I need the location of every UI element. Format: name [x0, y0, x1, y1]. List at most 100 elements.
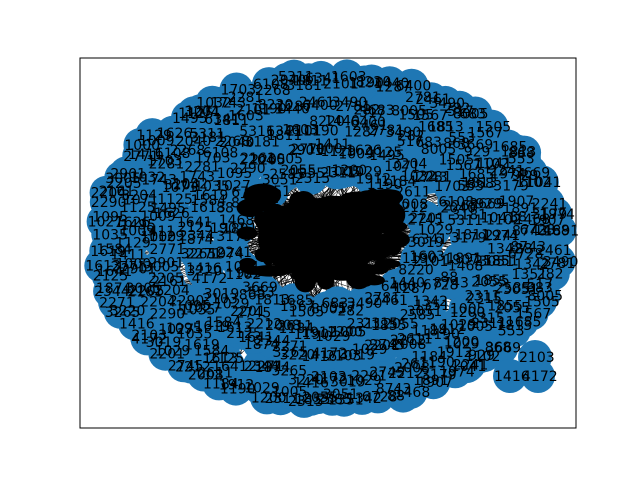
node-label: 2311 [471, 316, 507, 332]
node-label: 1351 [255, 184, 291, 200]
node-label: 1505 [476, 120, 512, 136]
node-label: 2290 [150, 306, 186, 322]
node-label: 4172 [522, 369, 558, 385]
node-label: 3051 [323, 387, 359, 403]
core-mark [291, 267, 317, 282]
node-label: 2281 [149, 156, 185, 172]
node-label: 2161 [127, 284, 163, 300]
node-label: 1005 [272, 384, 308, 400]
node-label: 1029 [441, 318, 477, 334]
node-label: 2585 [269, 167, 305, 183]
node-label: 1505 [289, 305, 325, 321]
node-label: 1912 [219, 378, 255, 394]
node-label: 1813 [501, 144, 537, 160]
node-label: 1495 [369, 148, 405, 164]
node-label: 1000 [307, 142, 343, 158]
node-label: 2771 [291, 142, 327, 158]
node-label: 1200 [251, 390, 287, 406]
node-label: 3005 [105, 171, 141, 187]
node-label: 1703 [195, 150, 231, 166]
node-label: 1190 [294, 327, 330, 343]
node-label: 8743 [376, 382, 412, 398]
node-label: 2101 [286, 123, 322, 139]
node-label: 1129 [115, 236, 151, 252]
node-label: 2101 [235, 102, 271, 118]
node-label: 1029 [346, 373, 382, 389]
node-label: 1342 [412, 294, 448, 310]
node-label: 2008 [265, 318, 301, 334]
node-label: 2344 [94, 284, 130, 300]
node-label: 1029 [346, 165, 382, 181]
node-label: 2204 [140, 294, 176, 310]
graph-node [453, 217, 488, 252]
node-label: 2161 [151, 274, 187, 290]
node-label: 5311 [189, 126, 225, 142]
node-label: 929 [468, 348, 495, 364]
node-label: 1041 [476, 156, 512, 172]
node-label: 1912 [301, 325, 337, 341]
node-label: 4172 [312, 346, 348, 362]
node-label: 868 [239, 287, 266, 303]
node-label: 1029 [214, 296, 250, 312]
node-label: 1619 [193, 188, 229, 204]
node-label: 1603 [409, 249, 445, 265]
node-label: 2204 [239, 153, 275, 169]
node-label: 1027 [186, 301, 222, 317]
node-label: 1029 [315, 329, 351, 345]
node-label: 1102 [516, 175, 552, 191]
node-label: 1855 [474, 273, 510, 289]
node-label: 2101 [413, 254, 449, 270]
node-label: 1685 [278, 293, 314, 309]
node-label: 2103 [311, 370, 347, 386]
node-label: 2125 [226, 326, 262, 342]
node-label: 1567 [446, 158, 482, 174]
node-label: 3019 [339, 348, 375, 364]
node-label: 1200 [444, 335, 480, 351]
core-mark [343, 245, 362, 269]
node-label: 1641 [212, 359, 248, 375]
node-label: 2745 [168, 358, 204, 374]
node-label: 2271 [186, 247, 222, 263]
node-label: 1619 [184, 337, 220, 353]
node-label: 1584 [96, 242, 132, 258]
node-label: 3051 [407, 304, 443, 320]
node-label: 553 [508, 151, 535, 167]
node-label: 1468 [448, 258, 484, 274]
node-label: 553 [498, 324, 525, 340]
core-mark [249, 265, 290, 277]
node-label: 3265 [273, 345, 309, 361]
node-label: 3051 [503, 282, 539, 298]
node-label: 1190 [419, 355, 455, 371]
node-label: 1411 [128, 147, 164, 163]
node-label: 3204 [392, 156, 428, 172]
node-label: 1184 [203, 376, 239, 392]
node-label: 683 [321, 296, 348, 312]
node-label: 2311 [265, 391, 301, 407]
node-label: 1411 [315, 137, 351, 153]
node-label: 1495 [172, 111, 208, 127]
node-label: 1411 [110, 247, 146, 263]
core-mark [289, 202, 313, 211]
node-label: 1200 [450, 305, 486, 321]
node-label: 2901 [121, 261, 157, 277]
node-label: 1874 [244, 337, 280, 353]
node-label: 1287 [344, 125, 380, 141]
node-label: 929 [236, 265, 263, 281]
node-label: 1032 [196, 96, 232, 112]
node-label: 8743 [512, 224, 548, 240]
node-label: 1440 [274, 101, 310, 117]
node-label: 3490 [429, 96, 465, 112]
node-label: 3179 [493, 178, 529, 194]
node-label: 1912 [437, 345, 473, 361]
node-label: 3220 [288, 372, 324, 388]
node-label: 3669 [515, 165, 551, 181]
node-label: 1416 [494, 369, 530, 385]
node-label: 2008 [393, 197, 429, 213]
node-label: 2315 [295, 171, 331, 187]
node-label: 2344 [244, 359, 280, 375]
node-label: 1626 [346, 143, 382, 159]
node-label: 1342 [487, 242, 523, 258]
node-label: 2205 [148, 271, 184, 287]
node-label: 1041 [225, 259, 261, 275]
node-label: 282 [444, 101, 471, 117]
